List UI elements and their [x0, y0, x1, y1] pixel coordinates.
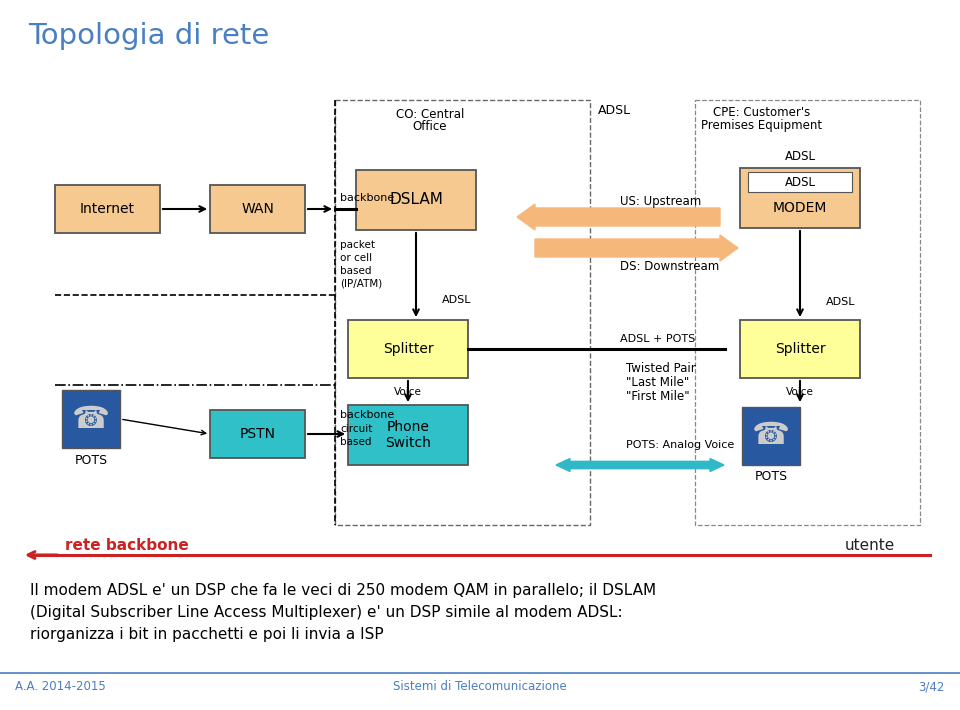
FancyArrow shape [565, 459, 724, 471]
Text: Twisted Pair: Twisted Pair [626, 361, 696, 374]
Text: Premises Equipment: Premises Equipment [702, 119, 823, 131]
Bar [748, 172, 852, 192]
Text: Internet: Internet [80, 202, 135, 216]
Text: "Last Mile": "Last Mile" [626, 376, 689, 388]
Text: backbone: backbone [340, 193, 395, 203]
Text: "First Mile": "First Mile" [626, 390, 689, 403]
Text: Splitter: Splitter [775, 342, 826, 356]
Text: Voice: Voice [394, 387, 422, 397]
Text: Topologia di rete: Topologia di rete [28, 22, 269, 50]
Text: Splitter: Splitter [383, 342, 433, 356]
Bar [210, 185, 305, 233]
Text: ADSL + POTS: ADSL + POTS [620, 334, 695, 344]
Text: Switch: Switch [385, 436, 431, 450]
FancyArrow shape [517, 204, 720, 230]
Text: riorganizza i bit in pacchetti e poi li invia a ISP: riorganizza i bit in pacchetti e poi li … [30, 626, 384, 642]
Text: Office: Office [413, 121, 447, 133]
Bar [348, 405, 468, 465]
Text: 3/42: 3/42 [919, 680, 945, 694]
FancyArrow shape [556, 459, 710, 471]
Text: CO: Central: CO: Central [396, 107, 465, 121]
Text: ADSL: ADSL [442, 295, 471, 305]
Text: Phone: Phone [387, 420, 429, 434]
Bar [740, 320, 860, 378]
Bar [348, 320, 468, 378]
Text: A.A. 2014-2015: A.A. 2014-2015 [15, 680, 106, 694]
Text: CPE: Customer's: CPE: Customer's [713, 106, 810, 119]
Text: packet: packet [340, 240, 375, 250]
Text: US: Upstream: US: Upstream [620, 195, 701, 209]
Text: or cell: or cell [340, 253, 372, 263]
Bar [742, 407, 800, 465]
Text: circuit: circuit [340, 424, 372, 434]
Bar [335, 100, 590, 525]
Text: POTS: POTS [755, 471, 787, 484]
Bar [210, 410, 305, 458]
Text: Il modem ADSL e' un DSP che fa le veci di 250 modem QAM in parallelo; il DSLAM: Il modem ADSL e' un DSP che fa le veci d… [30, 582, 656, 598]
Text: ☎: ☎ [752, 422, 790, 451]
Text: WAN: WAN [241, 202, 274, 216]
Text: (Digital Subscriber Line Access Multiplexer) e' un DSP simile al modem ADSL:: (Digital Subscriber Line Access Multiple… [30, 604, 623, 620]
Bar [62, 390, 120, 448]
Text: DSLAM: DSLAM [389, 192, 443, 207]
Text: ADSL: ADSL [598, 104, 631, 116]
Text: ☎: ☎ [72, 405, 110, 434]
Text: DS: Downstream: DS: Downstream [620, 259, 719, 273]
Text: ADSL: ADSL [784, 150, 815, 163]
Text: (IP/ATM): (IP/ATM) [340, 279, 382, 289]
Text: based: based [340, 437, 372, 447]
Text: MODEM: MODEM [773, 201, 828, 215]
Bar [55, 185, 160, 233]
Bar [740, 168, 860, 228]
Text: backbone: backbone [340, 410, 395, 420]
Text: ADSL: ADSL [826, 297, 855, 307]
Text: Voice: Voice [786, 387, 814, 397]
Bar [356, 170, 476, 230]
Text: rete backbone: rete backbone [65, 538, 189, 554]
Text: Sistemi di Telecomunicazione: Sistemi di Telecomunicazione [394, 680, 566, 694]
Text: based: based [340, 266, 372, 276]
Bar [695, 100, 920, 525]
Text: POTS: POTS [75, 454, 108, 466]
Text: POTS: Analog Voice: POTS: Analog Voice [626, 440, 734, 450]
FancyArrow shape [535, 235, 738, 261]
Text: ADSL: ADSL [784, 175, 815, 188]
Text: PSTN: PSTN [239, 427, 276, 441]
Text: utente: utente [845, 538, 895, 554]
